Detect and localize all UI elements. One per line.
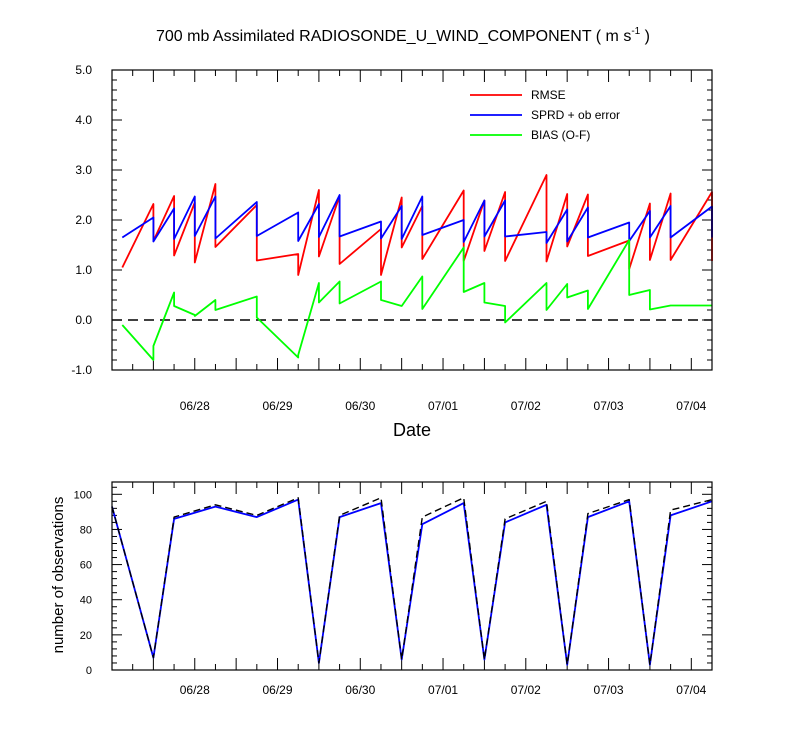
top-series-line-bias-o-f <box>121 239 712 361</box>
bottom-xtick-label: 06/29 <box>263 683 293 697</box>
top-xtick-label: 07/03 <box>594 399 624 413</box>
legend-label: BIAS (O-F) <box>531 128 590 142</box>
top-ytick-label: 1.0 <box>75 263 92 277</box>
bottom-chart-panel: 100 80 60 40 20 0 06/28 06/29 06/30 07/01 07/02 07/… <box>50 481 713 697</box>
top-chart-legend: RMSE SPRD + ob error BIAS (O-F) <box>470 88 620 142</box>
chart-title-main: 700 mb Assimilated RADIOSONDE_U_WIND_COM… <box>156 28 631 45</box>
chart-title: 700 mb Assimilated RADIOSONDE_U_WIND_COM… <box>156 26 650 45</box>
bottom-ytick-label: 60 <box>80 560 92 572</box>
top-chart-plot-frame <box>111 69 713 371</box>
top-xtick-label: 06/28 <box>180 399 210 413</box>
top-ytick-label: -1.0 <box>71 363 92 377</box>
bottom-chart-plot-frame <box>111 481 713 671</box>
bottom-xtick-label: 07/04 <box>676 683 706 697</box>
bottom-xtick-label: 07/03 <box>594 683 624 697</box>
top-series-line-sprd-ob-error <box>121 194 713 244</box>
top-xtick-label: 07/02 <box>511 399 541 413</box>
bottom-xtick-label: 06/28 <box>180 683 210 697</box>
top-xtick-label: 06/29 <box>263 399 293 413</box>
bottom-ytick-label: 0 <box>86 665 92 677</box>
top-xtick-label: 06/30 <box>345 399 375 413</box>
bottom-series-line-0 <box>111 498 713 666</box>
top-ytick-label: 3.0 <box>75 163 92 177</box>
bottom-series-line-1 <box>111 497 713 666</box>
top-xtick-label: 07/01 <box>428 399 458 413</box>
bottom-xtick-label: 07/02 <box>511 683 541 697</box>
top-ytick-label: 2.0 <box>75 213 92 227</box>
bottom-ytick-label: 40 <box>80 595 92 607</box>
chart-title-superscript: -1 <box>631 26 640 37</box>
chart-title-end: ) <box>640 28 650 45</box>
bottom-ytick-label: 80 <box>80 524 92 536</box>
bottom-chart-axes: 100 80 60 40 20 0 06/28 06/29 06/30 07/01 07/02 07/… <box>74 482 713 697</box>
top-ytick-label: 0.0 <box>75 313 92 327</box>
top-ytick-label: 4.0 <box>75 113 92 127</box>
bottom-xtick-label: 07/01 <box>428 683 458 697</box>
bottom-ytick-label: 100 <box>74 489 92 501</box>
top-ytick-label: 5.0 <box>75 63 92 77</box>
bottom-ytick-label: 20 <box>80 630 92 642</box>
bottom-xtick-label: 06/30 <box>345 683 375 697</box>
legend-label: RMSE <box>531 88 566 102</box>
top-chart-panel: 5.0 4.0 3.0 2.0 1.0 0.0 -1.0 06/28 06/29 06/30 07/… <box>71 63 713 440</box>
bottom-chart-series <box>111 497 713 666</box>
bottom-chart-ylabel: number of observations <box>50 497 67 654</box>
top-xtick-label: 07/04 <box>676 399 706 413</box>
top-chart-xlabel: Date <box>393 420 431 440</box>
top-chart-series <box>121 174 713 361</box>
legend-label: SPRD + ob error <box>531 108 620 122</box>
